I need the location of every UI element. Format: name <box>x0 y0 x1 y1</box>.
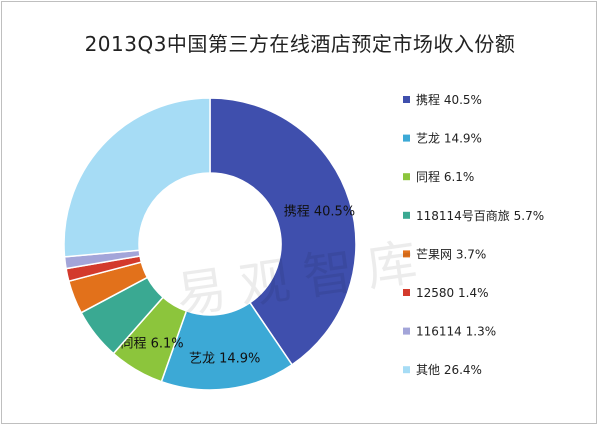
slice-label-1: 艺龙 14.9% <box>189 352 260 367</box>
legend-swatch-3 <box>403 211 410 219</box>
legend-swatch-7 <box>403 366 410 374</box>
legend-swatch-5 <box>403 289 410 296</box>
legend-entry-2: 同程 6.1% <box>416 169 474 184</box>
legend-entry-1: 艺龙 14.9% <box>416 132 482 146</box>
slice-label-2: 同程 6.1% <box>120 337 183 352</box>
slice-0 <box>209 97 357 366</box>
slice-7 <box>63 97 211 258</box>
legend-entry-7: 其他 26.4% <box>416 363 482 377</box>
legend-swatch-1 <box>403 134 410 142</box>
legend-entry-3: 118114号百商旅 5.7% <box>416 208 544 223</box>
legend-entry-4: 芒果网 3.7% <box>416 246 486 261</box>
legend-swatch-0 <box>403 96 410 103</box>
slice-label-0: 携程 40.5% <box>284 203 355 219</box>
legend-entry-0: 携程 40.5% <box>416 92 482 107</box>
legend-entry-5: 12580 1.4% <box>416 286 488 300</box>
legend-swatch-6 <box>403 327 410 335</box>
chart-title: 2013Q3中国第三方在线酒店预定市场收入份额 <box>84 32 516 56</box>
legend-swatch-2 <box>403 173 410 181</box>
legend-swatch-4 <box>403 250 410 258</box>
legend-entry-6: 116114 1.3% <box>416 325 496 339</box>
